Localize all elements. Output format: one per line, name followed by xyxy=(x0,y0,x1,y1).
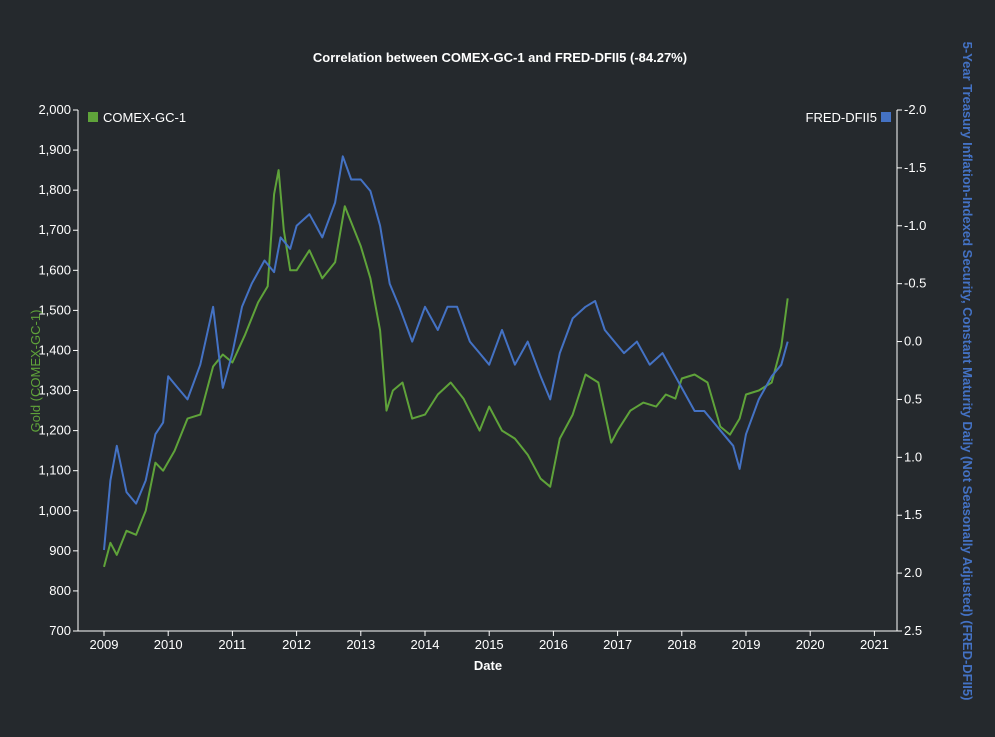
left-tick-label: 1,900 xyxy=(38,142,71,157)
right-y-ticks: -2.0 -1.5 -1.0 -0.5 0.0 0.5 1.0 1.5 2.0 2.5 xyxy=(897,102,926,638)
right-tick-label: -2.0 xyxy=(904,102,926,117)
x-axis-label: Date xyxy=(474,658,502,673)
right-tick-label: 0.0 xyxy=(904,334,922,349)
left-tick-label: 2,000 xyxy=(38,102,71,117)
left-tick-label: 1,200 xyxy=(38,423,71,438)
left-tick-label: 700 xyxy=(49,623,71,638)
left-tick-label: 1,300 xyxy=(38,383,71,398)
x-tick-label: 2013 xyxy=(346,637,375,652)
left-axis-label: Gold (COMEX-GC-1) xyxy=(28,310,43,433)
series-line-comex-gc-1 xyxy=(103,169,789,568)
x-axis: 2009 2010 2011 2012 2013 2014 2015 2016 2017 2018… xyxy=(78,630,897,652)
left-tick-label: 1,100 xyxy=(38,463,71,478)
left-y-axis: 2,000 1,900 1,800 1,700 1,600 1,500 1,400 1,300… xyxy=(38,102,79,638)
right-tick-label: 1.0 xyxy=(904,449,922,464)
x-tick-label: 2016 xyxy=(539,637,568,652)
x-tick-label: 2011 xyxy=(218,637,246,652)
right-axis-label: 5-Year Treasury Inflation-Indexed Securi… xyxy=(960,42,975,701)
x-tick-label: 2015 xyxy=(475,637,504,652)
left-tick-label: 800 xyxy=(49,583,71,598)
left-tick-label: 900 xyxy=(49,543,71,558)
x-tick-label: 2020 xyxy=(796,637,825,652)
right-tick-label: -1.5 xyxy=(904,160,926,175)
x-tick-label: 2018 xyxy=(667,637,696,652)
left-tick-label: 1,700 xyxy=(38,222,71,237)
left-tick-label: 1,800 xyxy=(38,182,71,197)
left-tick-label: 1,400 xyxy=(38,342,71,357)
x-tick-label: 2009 xyxy=(90,637,119,652)
legend-label-comex: COMEX-GC-1 xyxy=(103,110,186,125)
x-tick-label: 2019 xyxy=(732,637,761,652)
legend-right[interactable]: FRED-DFII5 xyxy=(806,110,892,125)
x-tick-label: 2017 xyxy=(603,637,632,652)
x-tick-label: 2012 xyxy=(282,637,311,652)
chart-title: Correlation between COMEX-GC-1 and FRED-… xyxy=(313,50,687,65)
left-tick-label: 1,600 xyxy=(38,262,71,277)
legend-swatch-comex xyxy=(88,112,98,122)
x-ticks: 2009 2010 2011 2012 2013 2014 2015 2016 2017 2018… xyxy=(90,631,889,652)
legend-swatch-fred xyxy=(881,112,891,122)
right-tick-label: 0.5 xyxy=(904,391,922,406)
right-tick-label: 2.0 xyxy=(904,565,922,580)
series-line-fred-dfii5 xyxy=(103,155,789,551)
right-tick-label: 1.5 xyxy=(904,507,922,522)
right-tick-label: -1.0 xyxy=(904,218,926,233)
right-y-axis: -2.0 -1.5 -1.0 -0.5 0.0 0.5 1.0 1.5 2.0 2.5 xyxy=(896,102,926,638)
x-tick-label: 2014 xyxy=(411,637,440,652)
left-y-ticks: 2,000 1,900 1,800 1,700 1,600 1,500 1,400 1,300… xyxy=(38,102,78,638)
x-tick-label: 2021 xyxy=(860,637,889,652)
right-tick-label: -0.5 xyxy=(904,276,926,291)
right-tick-label: 2.5 xyxy=(904,623,922,638)
series-layer xyxy=(103,155,789,568)
legend-left[interactable]: COMEX-GC-1 xyxy=(88,110,186,125)
legend-label-fred: FRED-DFII5 xyxy=(806,110,878,125)
left-tick-label: 1,500 xyxy=(38,302,71,317)
left-tick-label: 1,000 xyxy=(38,503,71,518)
x-tick-label: 2010 xyxy=(154,637,183,652)
